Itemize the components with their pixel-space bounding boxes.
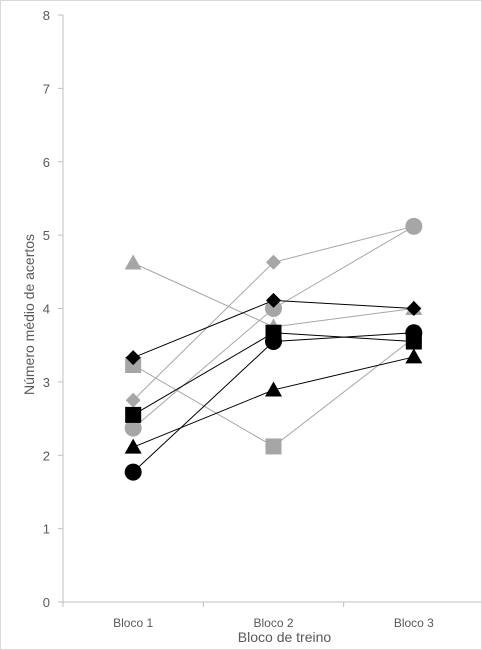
y-tick-label: 2 [43,448,50,463]
data-point-circle [265,333,282,351]
x-tick-label: Bloco 3 [394,616,434,630]
x-axis-title: Bloco de treino [238,629,332,645]
series-8 [124,348,423,454]
data-point-circle [405,217,423,235]
data-point-diamond [266,254,281,270]
data-point-diamond [125,350,141,366]
y-tick-label: 1 [43,522,50,537]
y-tick-label: 8 [43,8,50,23]
data-point-circle [265,300,282,317]
y-tick-label: 4 [43,302,50,317]
data-point-triangle [124,438,142,454]
data-point-triangle [405,348,423,364]
data-point-circle [405,324,423,342]
x-axis-ticks: Bloco 1 Bloco 2 Bloco 3 [62,602,434,630]
series-group [124,217,423,481]
series-5 [125,292,422,366]
y-tick-label: 6 [43,155,50,170]
data-point-square [125,406,142,423]
data-point-square [265,438,282,455]
data-point-circle [124,463,142,481]
y-tick-label: 0 [43,595,50,610]
data-point-circle [124,419,142,437]
data-point-diamond [125,392,141,408]
data-point-triangle [265,381,282,397]
series-3 [124,217,423,437]
data-point-diamond [406,301,422,316]
y-tick-label: 7 [43,81,50,96]
y-axis-title: Número médio de acertos [21,234,37,395]
x-tick-label: Bloco 1 [113,616,153,630]
series-7 [124,324,423,481]
y-axis-ticks: 0 1 2 3 4 5 6 7 8 [43,8,63,610]
data-point-triangle [124,254,142,270]
y-tick-label: 3 [43,375,50,390]
x-tick-label: Bloco 2 [253,616,293,630]
y-tick-label: 5 [43,228,50,243]
data-point-diamond [266,292,281,308]
